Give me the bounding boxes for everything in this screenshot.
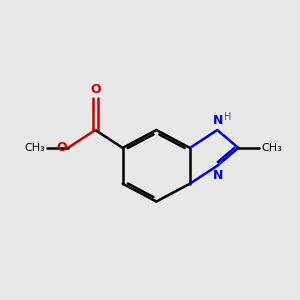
Text: O: O xyxy=(90,83,101,96)
Text: O: O xyxy=(56,141,67,154)
Text: N: N xyxy=(213,114,224,127)
Text: N: N xyxy=(213,169,224,182)
Text: CH₃: CH₃ xyxy=(24,143,45,153)
Text: H: H xyxy=(224,112,231,122)
Text: CH₃: CH₃ xyxy=(262,143,282,153)
